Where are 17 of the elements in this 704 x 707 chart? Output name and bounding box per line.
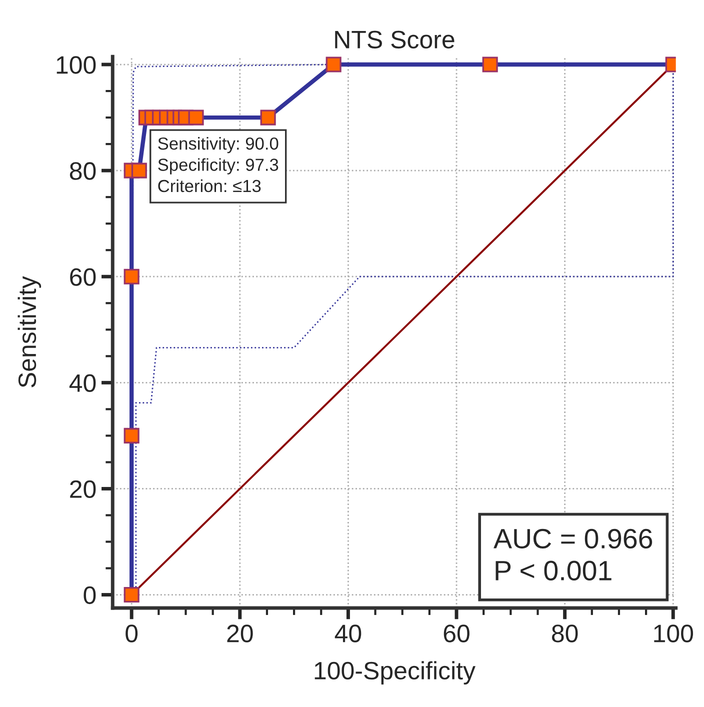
- chart-title: NTS Score: [335, 30, 454, 48]
- x-tick-label: 0: [126, 624, 138, 642]
- y-axis-title: Sensitivity: [18, 276, 42, 388]
- x-tick-label: 40: [334, 624, 362, 642]
- y-tick-label: 60: [70, 268, 96, 286]
- x-tick-label: 100: [654, 624, 694, 642]
- y-tick-label: 100: [56, 56, 96, 74]
- y-tick-label: 80: [70, 162, 96, 180]
- x-tick-label: 20: [227, 624, 253, 642]
- y-tick-label: 40: [69, 374, 96, 392]
- y-tick-label: 0: [84, 586, 96, 604]
- annotation: Sensitivity: 90.0 Specificity: 97.3 Criterion: ≤13: [158, 136, 278, 192]
- x-tick-label: 60: [444, 624, 470, 642]
- y-tick-label: 20: [70, 480, 96, 498]
- x-tick-label: 80: [552, 624, 578, 642]
- annotation: AUC = 0.966 P < 0.001: [494, 528, 652, 580]
- x-axis-title: 100-Specificity: [314, 661, 476, 684]
